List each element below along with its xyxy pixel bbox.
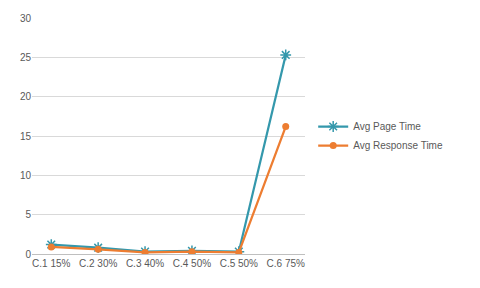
svg-text:10: 10 [20, 170, 32, 181]
svg-text:Avg Response Time: Avg Response Time [353, 140, 443, 151]
svg-text:C.6 75%: C.6 75% [267, 258, 305, 269]
svg-text:30: 30 [20, 13, 32, 24]
svg-text:C.2 30%: C.2 30% [79, 258, 117, 269]
svg-text:C.3 40%: C.3 40% [126, 258, 164, 269]
svg-text:25: 25 [20, 52, 32, 63]
svg-text:C.4 50%: C.4 50% [173, 258, 211, 269]
svg-text:0: 0 [25, 249, 31, 260]
svg-text:Avg Page Time: Avg Page Time [353, 121, 421, 132]
svg-text:20: 20 [20, 91, 32, 102]
svg-text:5: 5 [25, 209, 31, 220]
svg-text:C.5 50%: C.5 50% [220, 258, 258, 269]
svg-text:C.1 15%: C.1 15% [32, 258, 70, 269]
svg-text:15: 15 [20, 131, 32, 142]
